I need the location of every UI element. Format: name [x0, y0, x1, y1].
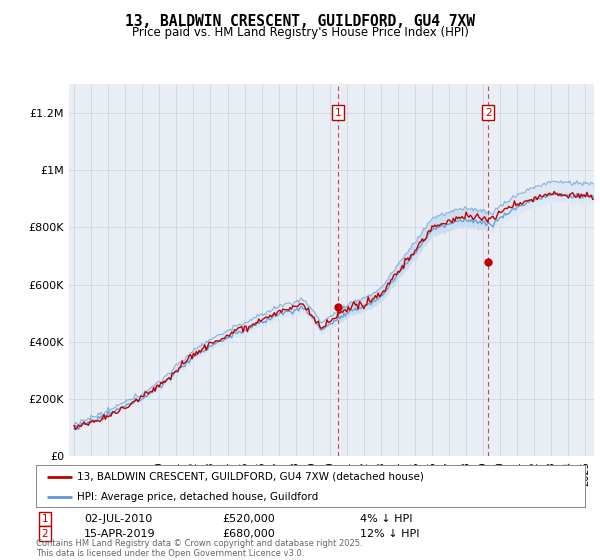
Text: 13, BALDWIN CRESCENT, GUILDFORD, GU4 7XW: 13, BALDWIN CRESCENT, GUILDFORD, GU4 7XW	[125, 14, 475, 29]
Text: 2: 2	[41, 529, 49, 539]
Text: 15-APR-2019: 15-APR-2019	[84, 529, 155, 539]
Text: 02-JUL-2010: 02-JUL-2010	[84, 514, 152, 524]
Text: 13, BALDWIN CRESCENT, GUILDFORD, GU4 7XW (detached house): 13, BALDWIN CRESCENT, GUILDFORD, GU4 7XW…	[77, 472, 424, 482]
Text: Price paid vs. HM Land Registry's House Price Index (HPI): Price paid vs. HM Land Registry's House …	[131, 26, 469, 39]
Text: HPI: Average price, detached house, Guildford: HPI: Average price, detached house, Guil…	[77, 492, 319, 502]
Text: 1: 1	[41, 514, 49, 524]
Text: £520,000: £520,000	[222, 514, 275, 524]
Text: £680,000: £680,000	[222, 529, 275, 539]
Text: 2: 2	[485, 108, 491, 118]
Text: 1: 1	[335, 108, 341, 118]
Text: 12% ↓ HPI: 12% ↓ HPI	[360, 529, 419, 539]
Text: Contains HM Land Registry data © Crown copyright and database right 2025.
This d: Contains HM Land Registry data © Crown c…	[36, 539, 362, 558]
Text: 4% ↓ HPI: 4% ↓ HPI	[360, 514, 413, 524]
